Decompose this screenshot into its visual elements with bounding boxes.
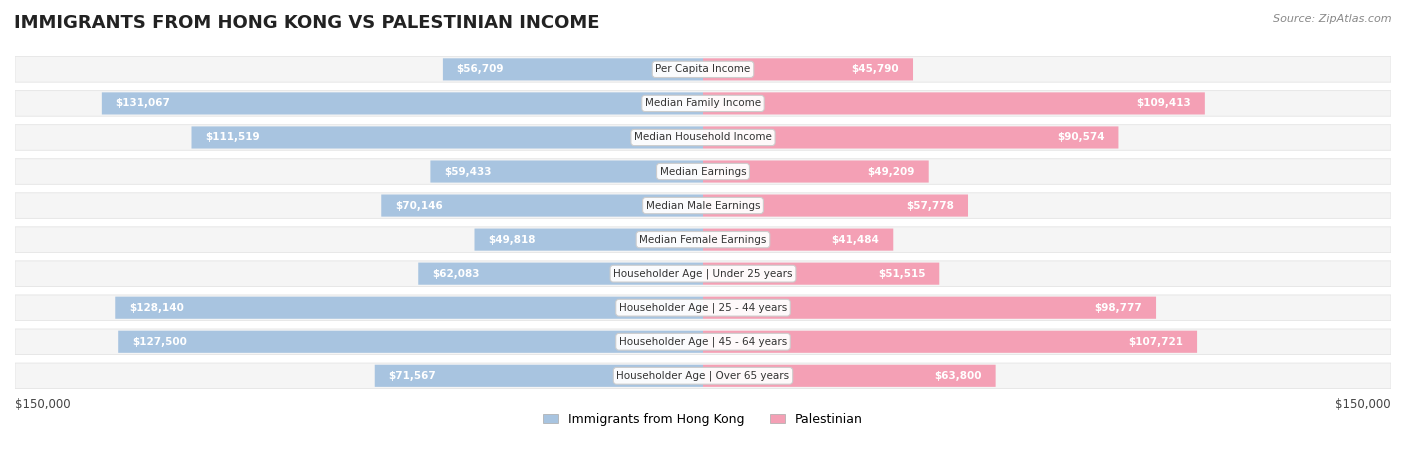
- Text: $62,083: $62,083: [432, 269, 479, 279]
- FancyBboxPatch shape: [15, 295, 1391, 320]
- FancyBboxPatch shape: [375, 365, 703, 387]
- FancyBboxPatch shape: [703, 127, 1118, 149]
- FancyBboxPatch shape: [703, 161, 929, 183]
- Text: $63,800: $63,800: [935, 371, 981, 381]
- Text: $98,777: $98,777: [1094, 303, 1142, 313]
- Text: $150,000: $150,000: [15, 398, 70, 411]
- Text: $109,413: $109,413: [1136, 99, 1191, 108]
- Text: $59,433: $59,433: [444, 167, 492, 177]
- Text: $127,500: $127,500: [132, 337, 187, 347]
- Text: $49,209: $49,209: [868, 167, 915, 177]
- Text: IMMIGRANTS FROM HONG KONG VS PALESTINIAN INCOME: IMMIGRANTS FROM HONG KONG VS PALESTINIAN…: [14, 14, 599, 32]
- Text: Median Household Income: Median Household Income: [634, 133, 772, 142]
- FancyBboxPatch shape: [15, 227, 1391, 252]
- Text: Source: ZipAtlas.com: Source: ZipAtlas.com: [1274, 14, 1392, 24]
- Text: Householder Age | 25 - 44 years: Householder Age | 25 - 44 years: [619, 303, 787, 313]
- FancyBboxPatch shape: [191, 127, 703, 149]
- Text: $111,519: $111,519: [205, 133, 260, 142]
- Text: Median Male Earnings: Median Male Earnings: [645, 200, 761, 211]
- Text: Median Family Income: Median Family Income: [645, 99, 761, 108]
- Text: Per Capita Income: Per Capita Income: [655, 64, 751, 74]
- FancyBboxPatch shape: [703, 297, 1156, 319]
- Text: Householder Age | Over 65 years: Householder Age | Over 65 years: [616, 370, 790, 381]
- FancyBboxPatch shape: [418, 262, 703, 285]
- Text: Householder Age | 45 - 64 years: Householder Age | 45 - 64 years: [619, 337, 787, 347]
- Text: $51,515: $51,515: [877, 269, 925, 279]
- Text: $41,484: $41,484: [831, 234, 880, 245]
- Text: Median Earnings: Median Earnings: [659, 167, 747, 177]
- FancyBboxPatch shape: [703, 228, 893, 251]
- FancyBboxPatch shape: [15, 57, 1391, 82]
- FancyBboxPatch shape: [430, 161, 703, 183]
- FancyBboxPatch shape: [703, 262, 939, 285]
- FancyBboxPatch shape: [703, 58, 912, 80]
- FancyBboxPatch shape: [115, 297, 703, 319]
- FancyBboxPatch shape: [443, 58, 703, 80]
- Text: $128,140: $128,140: [129, 303, 184, 313]
- FancyBboxPatch shape: [101, 92, 703, 114]
- FancyBboxPatch shape: [15, 329, 1391, 354]
- Text: $56,709: $56,709: [457, 64, 505, 74]
- Text: $131,067: $131,067: [115, 99, 170, 108]
- FancyBboxPatch shape: [15, 193, 1391, 219]
- Text: $45,790: $45,790: [852, 64, 900, 74]
- Text: $71,567: $71,567: [388, 371, 436, 381]
- Text: Median Female Earnings: Median Female Earnings: [640, 234, 766, 245]
- FancyBboxPatch shape: [474, 228, 703, 251]
- FancyBboxPatch shape: [703, 331, 1197, 353]
- FancyBboxPatch shape: [15, 159, 1391, 184]
- FancyBboxPatch shape: [703, 365, 995, 387]
- Text: Householder Age | Under 25 years: Householder Age | Under 25 years: [613, 269, 793, 279]
- Text: $150,000: $150,000: [1336, 398, 1391, 411]
- FancyBboxPatch shape: [15, 125, 1391, 150]
- Text: $49,818: $49,818: [488, 234, 536, 245]
- Text: $107,721: $107,721: [1129, 337, 1184, 347]
- FancyBboxPatch shape: [15, 363, 1391, 389]
- Text: $57,778: $57,778: [907, 200, 955, 211]
- FancyBboxPatch shape: [703, 92, 1205, 114]
- Text: $70,146: $70,146: [395, 200, 443, 211]
- FancyBboxPatch shape: [15, 91, 1391, 116]
- Legend: Immigrants from Hong Kong, Palestinian: Immigrants from Hong Kong, Palestinian: [538, 408, 868, 431]
- FancyBboxPatch shape: [118, 331, 703, 353]
- FancyBboxPatch shape: [703, 194, 967, 217]
- Text: $90,574: $90,574: [1057, 133, 1105, 142]
- FancyBboxPatch shape: [381, 194, 703, 217]
- FancyBboxPatch shape: [15, 261, 1391, 286]
